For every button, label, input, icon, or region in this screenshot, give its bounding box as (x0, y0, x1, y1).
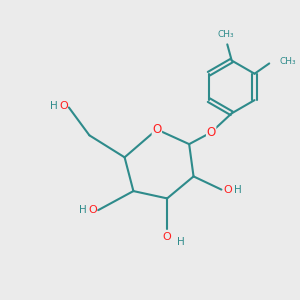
Text: CH₃: CH₃ (280, 58, 296, 67)
Text: O: O (223, 184, 232, 195)
Text: H: H (50, 101, 58, 111)
Text: CH₃: CH₃ (218, 29, 234, 38)
Text: H: H (234, 184, 242, 195)
Text: H: H (177, 236, 185, 247)
Text: H: H (79, 205, 87, 215)
Text: O: O (59, 101, 68, 111)
Text: O: O (88, 205, 97, 215)
Text: O: O (206, 126, 216, 139)
Text: O: O (152, 123, 161, 136)
Text: O: O (163, 232, 172, 242)
